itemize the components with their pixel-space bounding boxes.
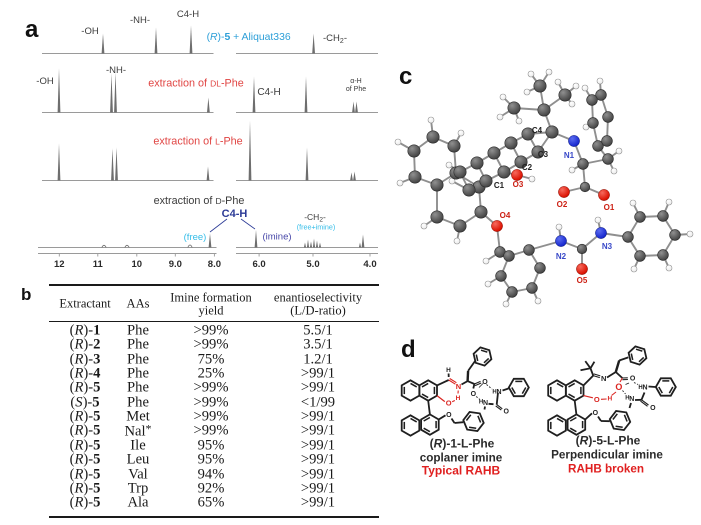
svg-text:O: O xyxy=(593,410,599,417)
svg-text:-CH2-: -CH2- xyxy=(304,212,326,224)
svg-text:a: a xyxy=(25,16,39,43)
svg-text:N: N xyxy=(456,382,461,391)
svg-text:C3: C3 xyxy=(538,150,549,159)
svg-text:O: O xyxy=(471,391,477,398)
svg-text:N2: N2 xyxy=(556,252,567,261)
svg-text:N: N xyxy=(629,396,634,403)
svg-text:extraction of L-Phe: extraction of L-Phe xyxy=(153,136,242,148)
svg-text:8.0: 8.0 xyxy=(208,259,221,270)
svg-text:O: O xyxy=(594,395,600,404)
svg-text:H: H xyxy=(492,390,496,396)
svg-text:H: H xyxy=(446,367,451,374)
svg-text:coplaner imine: coplaner imine xyxy=(420,452,503,465)
svg-text:c: c xyxy=(399,63,412,90)
svg-text:(R)-5-L-Phe: (R)-5-L-Phe xyxy=(576,434,641,448)
svg-text:C4-H: C4-H xyxy=(257,87,280,98)
svg-text:4.0: 4.0 xyxy=(363,259,376,270)
svg-text:C4-H: C4-H xyxy=(177,9,199,20)
svg-text:O: O xyxy=(615,382,622,392)
svg-text:O: O xyxy=(503,408,509,415)
svg-text:O5: O5 xyxy=(577,276,588,285)
svg-text:O: O xyxy=(630,376,636,383)
svg-text:H: H xyxy=(638,385,642,391)
svg-text:C4-H: C4-H xyxy=(222,208,248,220)
svg-text:of Phe: of Phe xyxy=(346,86,366,93)
svg-text:H: H xyxy=(625,396,629,402)
svg-text:(free): (free) xyxy=(184,232,207,243)
svg-text:12: 12 xyxy=(54,259,65,270)
svg-text:-OH: -OH xyxy=(81,26,99,37)
svg-text:10: 10 xyxy=(132,259,143,270)
svg-text:N: N xyxy=(642,384,647,391)
svg-text:C4: C4 xyxy=(532,126,543,135)
svg-text:α-H: α-H xyxy=(350,78,361,85)
svg-text:6.0: 6.0 xyxy=(252,259,265,270)
svg-text:O1: O1 xyxy=(604,203,615,212)
svg-text:(imine): (imine) xyxy=(262,232,291,243)
svg-text:9.0: 9.0 xyxy=(169,259,182,270)
svg-text:C2: C2 xyxy=(522,163,533,172)
svg-text:O: O xyxy=(650,405,656,412)
svg-text:Typical RAHB: Typical RAHB xyxy=(422,464,501,478)
svg-text:H: H xyxy=(456,395,461,402)
svg-text:RAHB broken: RAHB broken xyxy=(568,463,644,476)
svg-text:O: O xyxy=(446,399,452,408)
svg-text:d: d xyxy=(401,336,416,363)
svg-text:-NH-: -NH- xyxy=(106,65,126,76)
svg-text:-NH-: -NH- xyxy=(130,15,150,26)
svg-text:O: O xyxy=(446,412,452,419)
svg-text:N: N xyxy=(601,374,606,383)
svg-text:11: 11 xyxy=(93,259,104,270)
svg-text:-OH: -OH xyxy=(36,76,54,87)
svg-text:O4: O4 xyxy=(500,211,511,220)
svg-text:(R)-5 + Aliquat336: (R)-5 + Aliquat336 xyxy=(207,32,291,43)
svg-text:N1: N1 xyxy=(564,151,575,160)
svg-text:(free+imine): (free+imine) xyxy=(297,223,336,232)
svg-text:C1: C1 xyxy=(494,181,505,190)
svg-text:N: N xyxy=(496,389,501,396)
svg-text:O: O xyxy=(482,379,488,386)
svg-text:extraction of DL-Phe: extraction of DL-Phe xyxy=(148,78,244,90)
svg-text:N: N xyxy=(483,400,488,407)
svg-text:O2: O2 xyxy=(557,200,568,209)
svg-text:(R)-1-L-Phe: (R)-1-L-Phe xyxy=(430,437,495,451)
svg-text:O3: O3 xyxy=(513,180,524,189)
svg-text:Perpendicular imine: Perpendicular imine xyxy=(551,449,663,462)
svg-text:N3: N3 xyxy=(602,242,613,251)
svg-text:H: H xyxy=(607,395,612,402)
svg-text:H: H xyxy=(479,400,483,406)
svg-text:5.0: 5.0 xyxy=(306,259,319,270)
svg-text:extraction of D-Phe: extraction of D-Phe xyxy=(154,195,245,207)
